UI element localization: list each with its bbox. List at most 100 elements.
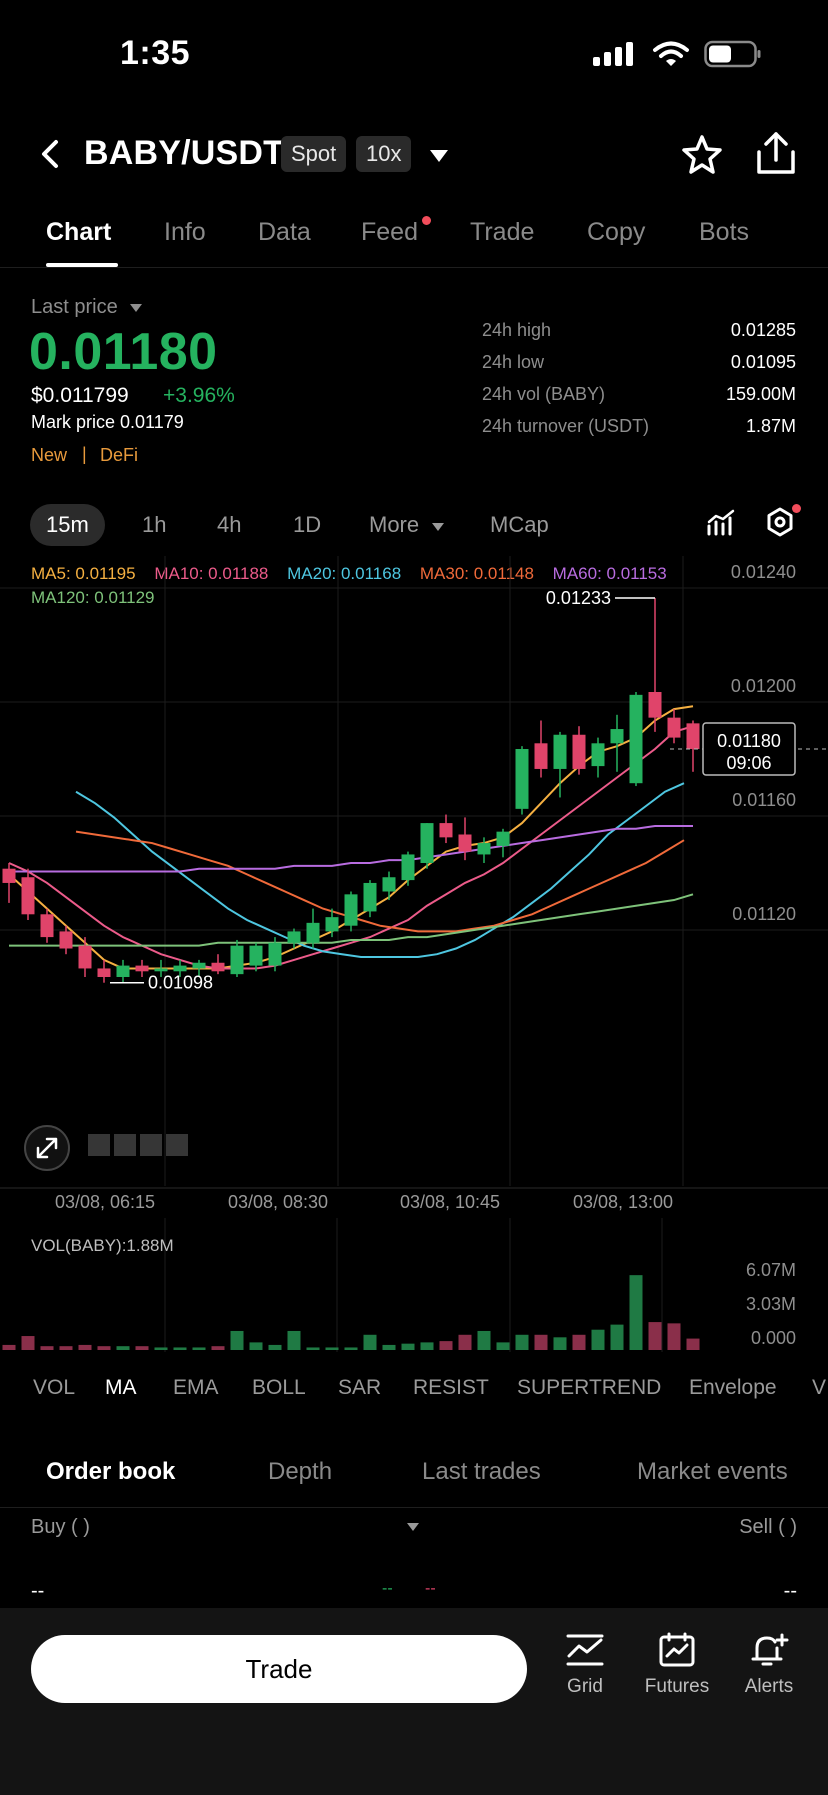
indicator-sar[interactable]: SAR: [338, 1376, 382, 1399]
candle: [78, 937, 92, 977]
volume-chart[interactable]: 6.07M 3.03M 0.000: [0, 1218, 828, 1352]
volume-bar: [173, 1347, 187, 1350]
tab-info[interactable]: Info: [164, 218, 206, 246]
indicator-envelope[interactable]: Envelope: [689, 1376, 777, 1399]
tab-bots[interactable]: Bots: [699, 218, 750, 246]
candlestick-chart[interactable]: 0.01240 0.01200 0.01160 0.01120 03/08, 06:15…: [0, 556, 828, 1236]
pair-dropdown-icon[interactable]: [428, 148, 450, 164]
tab-depth[interactable]: Depth: [268, 1458, 333, 1485]
candle: [648, 597, 662, 732]
ma5-label: MA5: 0.01195: [31, 564, 136, 583]
header: BABY/USDT Spot 10x: [0, 120, 828, 190]
y-axis-label: 0.01160: [732, 790, 796, 810]
indicator-boll[interactable]: BOLL: [252, 1376, 306, 1399]
last-price-selector[interactable]: Last price: [31, 296, 143, 319]
candle: [629, 692, 643, 787]
precision-dropdown-icon[interactable]: [406, 1522, 420, 1532]
interval-4h[interactable]: 4h: [217, 512, 242, 537]
stat-label: 24h high: [482, 320, 552, 340]
indicator-ema[interactable]: EMA: [173, 1376, 219, 1399]
candle: [192, 959, 206, 977]
leverage-chip: 10x: [356, 136, 412, 172]
tag-separator: |: [82, 444, 87, 464]
battery-icon: [704, 40, 761, 68]
candle: [40, 908, 54, 943]
interval-15m[interactable]: 15m: [30, 504, 105, 546]
ma10-label: MA10: 0.01188: [154, 564, 269, 583]
last-price-value: 0.01180: [29, 323, 218, 381]
settings-notification-dot: [792, 504, 801, 513]
candle-body: [192, 962, 206, 969]
tab-last-trades[interactable]: Last trades: [422, 1458, 541, 1485]
candle: [534, 720, 548, 778]
pair-title[interactable]: BABY/USDT: [84, 134, 285, 172]
indicator-vol[interactable]: VOL: [33, 1376, 76, 1399]
indicator-supertrend[interactable]: SUPERTREND: [517, 1376, 662, 1399]
buy-price-placeholder: --: [31, 1580, 45, 1602]
candle-body: [648, 692, 662, 718]
candle: [420, 823, 434, 869]
tab-data[interactable]: Data: [258, 218, 311, 246]
interval-1h[interactable]: 1h: [142, 512, 167, 537]
futures-button[interactable]: Futures: [632, 1632, 722, 1698]
tab-market-events[interactable]: Market events: [637, 1458, 788, 1485]
indicator-resist[interactable]: RESIST: [413, 1376, 489, 1399]
candle-body: [135, 965, 149, 972]
candle-body: [116, 965, 130, 977]
current-price-label: 0.01180: [717, 731, 781, 751]
candle-body: [97, 968, 111, 977]
ma120-line: [9, 893, 694, 947]
indicator-chart-icon[interactable]: [706, 508, 736, 538]
stat-row-low: 24h low 0.01095: [482, 352, 796, 384]
tab-feed[interactable]: Feed: [361, 218, 418, 246]
volume-bar: [496, 1342, 510, 1350]
back-arrow-icon[interactable]: [34, 136, 70, 172]
interval-1d[interactable]: 1D: [293, 512, 322, 537]
volume-bar: [667, 1323, 681, 1350]
candle: [306, 908, 320, 949]
tab-order-book[interactable]: Order book: [46, 1458, 176, 1485]
y-axis-label: 0.01120: [732, 904, 796, 924]
interval-mcap[interactable]: MCap: [490, 512, 549, 537]
candle-body: [268, 942, 282, 966]
tab-chart[interactable]: Chart: [46, 218, 112, 246]
tab-trade[interactable]: Trade: [470, 218, 535, 246]
expand-chart-icon[interactable]: [24, 1125, 70, 1171]
candle-body: [439, 823, 453, 838]
candle: [116, 959, 130, 983]
y-axis-label: 0.01240: [731, 562, 796, 582]
candle-body: [420, 823, 434, 863]
volume-bar: [610, 1324, 624, 1350]
candle: [173, 959, 187, 977]
tag-new[interactable]: New: [31, 445, 68, 465]
favorite-star-icon[interactable]: [680, 132, 724, 176]
volume-bar: [420, 1342, 434, 1350]
candle: [686, 720, 700, 772]
tag-defi[interactable]: DeFi: [100, 445, 139, 465]
indicator-more[interactable]: V: [812, 1376, 827, 1399]
volume-bar: [97, 1346, 111, 1350]
share-icon[interactable]: [754, 130, 798, 176]
ma20-line: [75, 782, 685, 959]
candle: [496, 828, 510, 858]
market-type-chip: Spot: [281, 136, 347, 172]
volume-bar: [591, 1329, 605, 1350]
ma10-line: [8, 725, 694, 970]
volume-bar: [325, 1347, 339, 1350]
candle: [553, 731, 567, 798]
volume-axis-label: 3.03M: [746, 1294, 796, 1314]
candle-body: [629, 694, 643, 784]
interval-more[interactable]: More: [369, 512, 445, 538]
current-price-box: [702, 722, 796, 776]
grid-button[interactable]: Grid: [540, 1632, 630, 1698]
alerts-button[interactable]: Alerts: [724, 1632, 814, 1698]
indicator-ma[interactable]: MA: [105, 1376, 137, 1399]
candle: [667, 709, 681, 744]
tab-copy[interactable]: Copy: [587, 218, 646, 246]
candle: [610, 714, 624, 772]
chart-settings-icon[interactable]: [764, 506, 796, 538]
usd-price: $0.011799: [31, 384, 129, 407]
trade-button[interactable]: Trade: [31, 1635, 527, 1703]
stat-label: 24h vol (BABY): [482, 384, 606, 404]
ma60-line: [9, 824, 693, 873]
